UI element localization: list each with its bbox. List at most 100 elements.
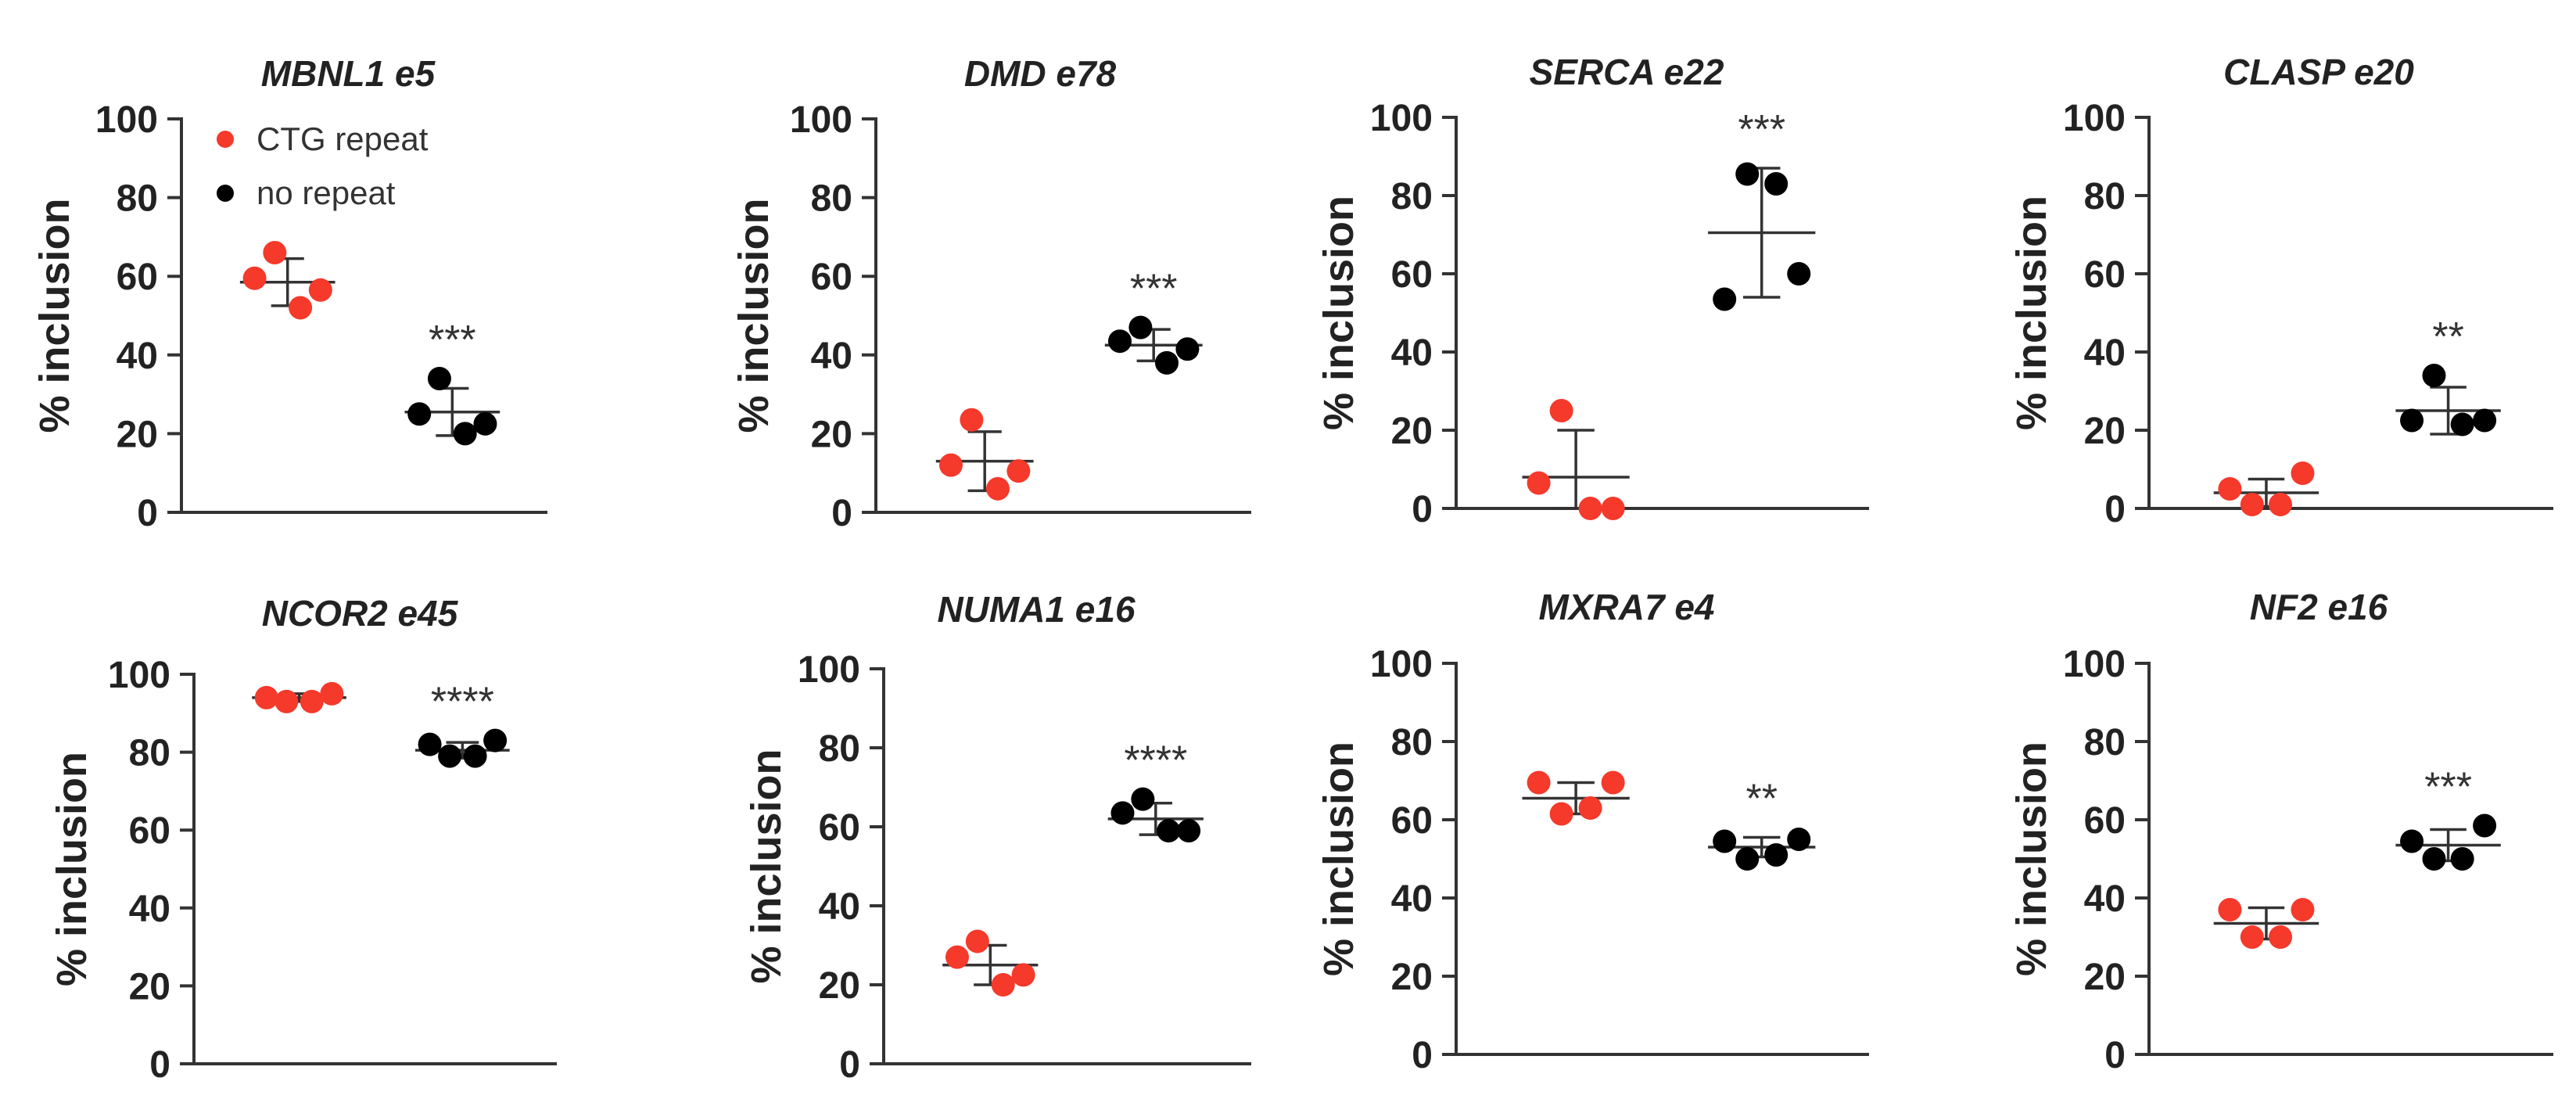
y-tick-label: 0	[137, 493, 158, 534]
data-point	[945, 945, 969, 969]
y-tick-label: 80	[811, 178, 852, 220]
data-point	[1006, 459, 1031, 483]
data-point	[1011, 963, 1035, 987]
legend-label: no repeat	[257, 174, 396, 211]
data-point	[1175, 337, 1200, 361]
data-point	[1764, 843, 1788, 867]
y-tick-label: 100	[2063, 644, 2126, 685]
y-tick-label: 80	[2084, 722, 2126, 763]
panel-title: MBNL1 e5	[261, 53, 436, 94]
y-tick-label: 20	[2084, 957, 2126, 998]
y-tick-label: 100	[798, 649, 860, 691]
legend-marker	[217, 131, 234, 148]
data-point	[1110, 801, 1135, 825]
y-tick-label: 100	[1370, 644, 1433, 685]
y-tick-label: 0	[839, 1044, 860, 1086]
data-point	[1549, 802, 1573, 826]
data-point	[254, 685, 278, 709]
legend-label: CTG repeat	[257, 120, 429, 157]
data-point	[2473, 408, 2497, 433]
y-axis-label: % inclusion	[2008, 742, 2055, 976]
data-point	[1787, 828, 1811, 851]
panel-title: CLASP e20	[2223, 52, 2414, 92]
data-point	[274, 689, 299, 713]
data-point	[300, 689, 324, 713]
y-axis-label: % inclusion	[743, 749, 790, 983]
panel-7: NF2 e16 % inclusion 0 20 40 60 80 100 ***	[2008, 587, 2553, 1076]
data-point	[1131, 787, 1155, 811]
y-tick-label: 20	[2084, 411, 2126, 452]
panel-5: NUMA1 e16 % inclusion 0 20 40 60 80 100 ****	[743, 589, 1251, 1086]
y-tick-label: 0	[831, 493, 852, 534]
y-tick-label: 60	[811, 257, 852, 298]
y-tick-label: 60	[1391, 800, 1433, 842]
data-point	[2291, 462, 2315, 485]
y-tick-label: 40	[2084, 332, 2126, 374]
data-point	[263, 241, 287, 265]
panel-3: CLASP e20 % inclusion 0 20 40 60 80 100 **	[2008, 52, 2553, 530]
data-point	[289, 296, 313, 320]
data-point	[2422, 364, 2446, 387]
data-point	[2218, 477, 2242, 501]
y-tick-label: 100	[1370, 98, 1433, 139]
data-point	[991, 973, 1015, 997]
y-tick-label: 40	[811, 336, 852, 377]
data-point	[418, 732, 442, 756]
data-point	[1155, 350, 1179, 375]
y-tick-label: 100	[2063, 98, 2126, 139]
y-tick-label: 80	[1391, 176, 1433, 217]
y-tick-label: 0	[2104, 489, 2126, 530]
y-axis-label: % inclusion	[31, 198, 78, 433]
data-point	[438, 744, 462, 768]
y-tick-label: 60	[1391, 254, 1433, 296]
y-tick-label: 60	[2084, 254, 2126, 296]
data-point	[1601, 770, 1625, 795]
data-point	[427, 366, 451, 390]
y-tick-label: 20	[811, 414, 852, 455]
data-point	[939, 453, 963, 477]
data-point	[407, 402, 432, 426]
significance-label: **	[2432, 314, 2463, 360]
y-tick-label: 40	[2084, 878, 2126, 920]
y-axis-label: % inclusion	[48, 752, 95, 986]
data-point	[960, 408, 984, 432]
significance-label: ***	[429, 318, 476, 363]
data-point	[2473, 813, 2497, 838]
significance-label: ***	[1738, 107, 1785, 153]
y-tick-label: 40	[1391, 878, 1433, 920]
panel-1: DMD e78 % inclusion 0 20 40 60 80 100 ***	[730, 53, 1251, 534]
data-point	[2269, 493, 2293, 516]
data-point	[1713, 829, 1737, 853]
data-point	[473, 411, 497, 436]
y-axis-label: % inclusion	[2008, 196, 2055, 430]
data-point	[2400, 829, 2424, 853]
y-tick-label: 80	[129, 733, 170, 774]
data-point	[2240, 493, 2264, 516]
y-tick-label: 80	[1391, 722, 1433, 763]
y-tick-label: 20	[1391, 957, 1433, 998]
y-axis-label: % inclusion	[1315, 742, 1362, 976]
y-tick-label: 20	[129, 966, 170, 1007]
data-point	[965, 929, 989, 954]
panel-title: MXRA7 e4	[1539, 587, 1715, 627]
data-point	[1549, 399, 1573, 422]
y-axis-label: % inclusion	[1315, 196, 1362, 430]
significance-label: ****	[1124, 738, 1187, 784]
data-point	[986, 476, 1010, 501]
data-point	[2400, 408, 2424, 433]
y-tick-label: 0	[1412, 1035, 1433, 1076]
data-point	[1764, 172, 1788, 196]
data-point	[1578, 497, 1602, 520]
y-tick-label: 0	[149, 1044, 170, 1086]
data-point	[1128, 315, 1153, 339]
y-tick-label: 40	[117, 336, 158, 377]
y-axis-label: % inclusion	[730, 198, 777, 433]
panel-4: NCOR2 e45 % inclusion 0 20 40 60 80 100 ****	[48, 593, 557, 1086]
y-tick-label: 60	[129, 810, 170, 852]
panel-title: NCOR2 e45	[262, 593, 459, 634]
y-tick-label: 0	[2104, 1035, 2126, 1076]
data-point	[2450, 847, 2474, 871]
data-point	[1735, 847, 1760, 871]
y-tick-label: 100	[790, 99, 852, 141]
